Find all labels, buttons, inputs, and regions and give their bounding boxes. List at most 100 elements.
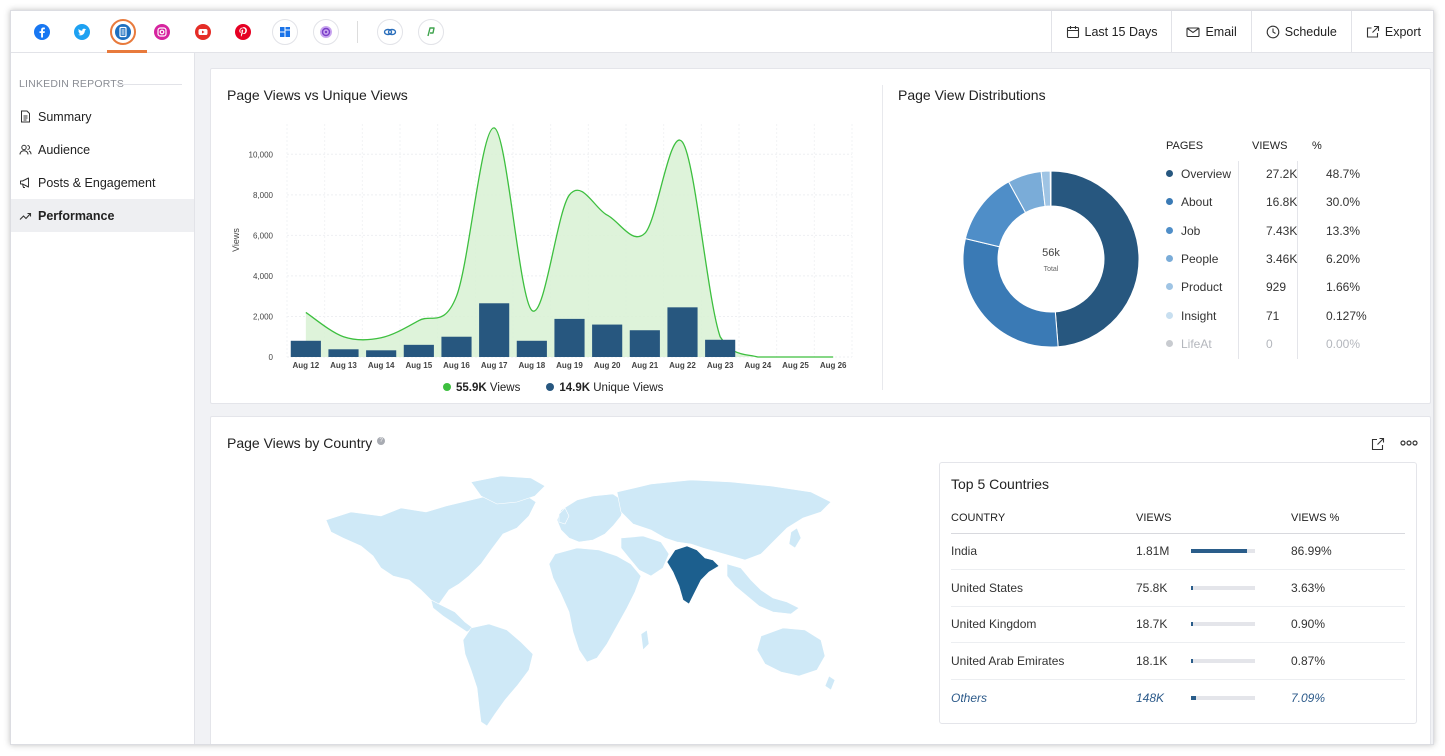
export-button[interactable]: Export	[1350, 11, 1433, 52]
country-row[interactable]: United States 75.8K 3.63%	[951, 569, 1405, 607]
map-region-uk[interactable]	[558, 507, 570, 525]
top-countries-title: Top 5 Countries	[951, 476, 1050, 492]
donut-slice[interactable]	[962, 238, 1059, 348]
youtube-icon[interactable]	[190, 19, 216, 45]
distribution-row[interactable]: Overview 27.2K 48.7%	[1166, 160, 1386, 188]
country-views: 75.8K	[1136, 569, 1191, 607]
map-region-greenland[interactable]	[470, 475, 546, 505]
map-region-madagascar[interactable]	[640, 629, 650, 651]
distribution-views-cell: 0	[1266, 336, 1273, 351]
table-column-divider	[1297, 161, 1298, 359]
question-icon[interactable]: ?	[377, 437, 386, 445]
distribution-row[interactable]: Job 7.43K 13.3%	[1166, 217, 1386, 245]
page-name: About	[1181, 195, 1213, 210]
country-row[interactable]: United Kingdom 18.7K 0.90%	[951, 606, 1405, 643]
country-name: United States	[951, 569, 1136, 607]
distribution-row[interactable]: Product 929 1.66%	[1166, 273, 1386, 301]
date-range-button[interactable]: Last 15 Days	[1050, 11, 1172, 52]
share-bar-fill	[1191, 585, 1194, 590]
unique-views-bar[interactable]	[705, 339, 736, 357]
page-name: People	[1181, 252, 1219, 267]
country-name: Others	[951, 690, 988, 705]
country-row[interactable]: United Arab Emirates 18.1K 0.87%	[951, 642, 1405, 680]
x-tick-label: Aug 17	[481, 361, 508, 370]
app-window: Last 15 Days Email Schedule Export LINKE…	[10, 10, 1434, 745]
sidebar-item-label: Summary	[38, 109, 92, 124]
distribution-row[interactable]: People 3.46K 6.20%	[1166, 245, 1386, 273]
map-region-middle-east[interactable]	[620, 535, 670, 577]
linkedin-pages-icon[interactable]	[110, 19, 136, 45]
unique-views-bar[interactable]	[479, 303, 510, 357]
country-card: Page Views by Country ?	[210, 416, 1431, 744]
instagram-icon[interactable]	[149, 19, 175, 45]
unique-views-bar[interactable]	[667, 307, 698, 357]
map-region-japan[interactable]	[788, 527, 802, 549]
map-region-russia-asia[interactable]	[616, 479, 832, 561]
unique-views-bar[interactable]	[629, 330, 660, 357]
legend-item-unique-views[interactable]: 14.9K Unique Views	[546, 382, 663, 394]
unique-views-bar[interactable]	[366, 350, 397, 357]
email-button[interactable]: Email	[1171, 11, 1250, 52]
unique-views-bar[interactable]	[592, 324, 623, 357]
donut-slice[interactable]	[1049, 170, 1052, 207]
views-overview-card: Page Views vs Unique Views Views Aug 12 A…	[210, 68, 1431, 404]
map-region-africa[interactable]	[548, 547, 642, 663]
y-tick-label: 2,000	[253, 312, 274, 321]
unique-views-bar[interactable]	[290, 340, 321, 357]
megaphone-icon	[20, 177, 29, 188]
page-name: Insight	[1181, 308, 1217, 323]
map-region-north-america[interactable]	[325, 491, 537, 605]
unique-views-bar[interactable]	[516, 340, 547, 357]
sidebar-item-audience[interactable]: Audience	[11, 133, 194, 166]
email-label: Email	[1205, 24, 1237, 39]
custom-channel-icon[interactable]	[418, 19, 444, 45]
distribution-row[interactable]: About 16.8K 30.0%	[1166, 188, 1386, 216]
google-business-icon[interactable]	[272, 19, 298, 45]
zoho-social-icon[interactable]	[377, 19, 403, 45]
open-external-icon[interactable]	[1371, 437, 1385, 451]
unique-views-bar[interactable]	[328, 349, 359, 357]
donut-center-value: 56k	[1042, 247, 1060, 259]
x-tick-label: Aug 25	[782, 361, 809, 370]
map-region-europe[interactable]	[556, 493, 626, 543]
country-row[interactable]: India 1.81M 86.99%	[951, 533, 1405, 570]
unique-views-bar[interactable]	[403, 344, 434, 357]
map-region-india[interactable]	[666, 545, 720, 605]
sidebar-item-performance[interactable]: Performance	[11, 199, 194, 232]
map-region-southeast-asia[interactable]	[726, 563, 800, 615]
map-region-australia[interactable]	[756, 627, 826, 677]
facebook-icon[interactable]	[29, 19, 55, 45]
map-region-new-zealand[interactable]	[824, 675, 836, 691]
top-toolbar: Last 15 Days Email Schedule Export	[11, 11, 1433, 53]
x-tick-label: Aug 20	[594, 361, 621, 370]
country-row[interactable]: Others 148K 7.09%	[951, 679, 1405, 716]
date-range-label: Last 15 Days	[1084, 24, 1158, 39]
sidebar-heading: LINKEDIN REPORTS	[19, 78, 125, 90]
unique-views-bar[interactable]	[554, 318, 585, 357]
distribution-row[interactable]: LifeAt 0 0.00%	[1166, 330, 1386, 358]
table-column-divider	[1238, 161, 1239, 359]
country-views-percent: 3.63%	[1291, 569, 1405, 607]
country-name: India	[951, 533, 1136, 570]
x-tick-label: Aug 13	[330, 361, 357, 370]
distribution-views-cell: 71	[1266, 308, 1280, 323]
sidebar-item-summary[interactable]: Summary	[11, 100, 194, 133]
pinterest-icon[interactable]	[230, 19, 256, 45]
y-axis-label: Views	[231, 228, 241, 252]
twitter-icon[interactable]	[69, 19, 95, 45]
distribution-page-cell: People	[1166, 245, 1252, 273]
more-options-icon[interactable]	[1400, 439, 1418, 447]
sidebar-item-posts-engagement[interactable]: Posts & Engagement	[11, 166, 194, 199]
donut-slice[interactable]	[1050, 170, 1140, 348]
country-views: 1.81M	[1136, 533, 1191, 570]
legend-item-views[interactable]: 55.9K Views	[443, 382, 520, 394]
distribution-row[interactable]: Insight 71 0.127%	[1166, 301, 1386, 329]
x-tick-label: Aug 14	[368, 361, 395, 370]
map-region-central-america[interactable]	[430, 599, 474, 633]
threads-icon[interactable]	[313, 19, 339, 45]
country-views: 148K	[1136, 690, 1165, 705]
schedule-button[interactable]: Schedule	[1250, 11, 1351, 52]
distribution-views-cell: 27.2K	[1266, 167, 1298, 182]
unique-views-bar[interactable]	[441, 336, 472, 357]
map-region-south-america[interactable]	[462, 623, 534, 727]
